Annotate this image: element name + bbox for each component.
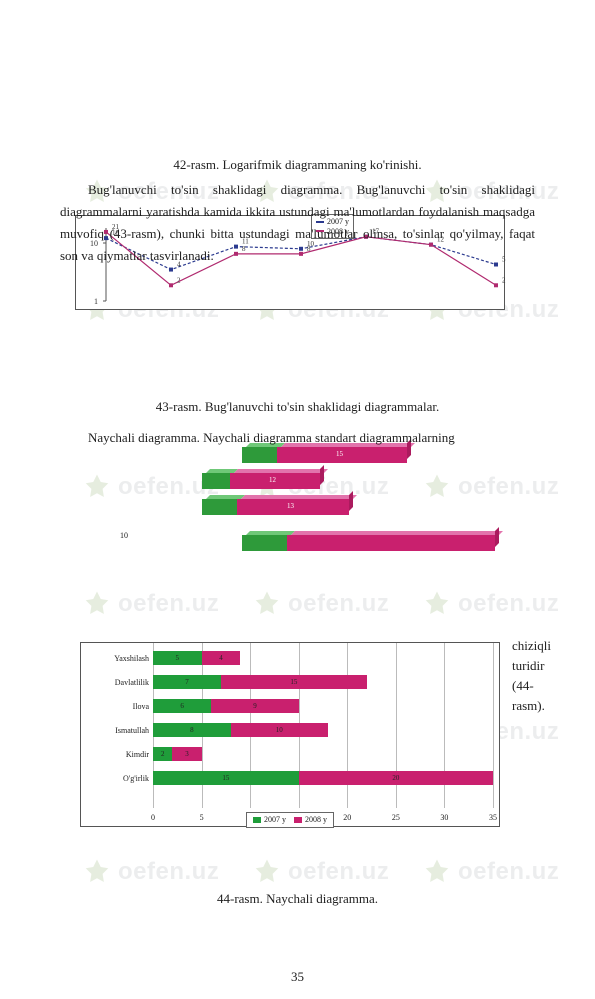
hbar-chart: 05101520253035Yaxshilash54Davlatlilik715…: [80, 642, 500, 827]
bar3d-chart: 10151213: [130, 437, 460, 557]
caption-42: 42-rasm. Logarifmik diagrammaning ko'rin…: [0, 157, 595, 173]
svg-text:2: 2: [502, 276, 506, 284]
paragraph-2: Naychali diagramma. Naychali diagramma s…: [60, 427, 535, 449]
caption-43: 43-rasm. Bug'lanuvchi to'sin shaklidagi …: [0, 399, 595, 415]
svg-text:1: 1: [94, 297, 98, 306]
svg-text:2: 2: [177, 276, 181, 284]
caption-44: 44-rasm. Naychali diagramma.: [0, 891, 595, 907]
page-number: 35: [0, 969, 595, 985]
paragraph-1: Bug'lanuvchi to'sin shaklidagi diagramma…: [60, 179, 535, 267]
